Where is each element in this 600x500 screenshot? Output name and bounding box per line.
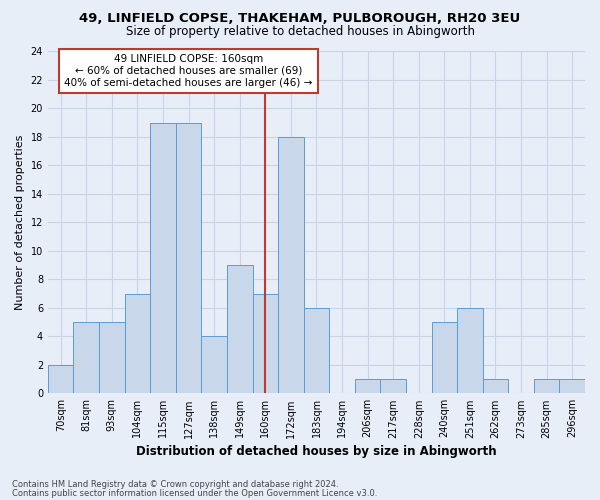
Bar — [304, 308, 329, 394]
Bar — [482, 379, 508, 394]
Bar — [278, 137, 304, 394]
Bar — [125, 294, 150, 394]
Bar — [202, 336, 227, 394]
Text: 49 LINFIELD COPSE: 160sqm
← 60% of detached houses are smaller (69)
40% of semi-: 49 LINFIELD COPSE: 160sqm ← 60% of detac… — [64, 54, 313, 88]
Bar — [559, 379, 585, 394]
Bar — [73, 322, 99, 394]
Bar — [176, 122, 202, 394]
Text: 49, LINFIELD COPSE, THAKEHAM, PULBOROUGH, RH20 3EU: 49, LINFIELD COPSE, THAKEHAM, PULBOROUGH… — [79, 12, 521, 26]
Text: Contains HM Land Registry data © Crown copyright and database right 2024.: Contains HM Land Registry data © Crown c… — [12, 480, 338, 489]
Bar — [431, 322, 457, 394]
Bar — [227, 265, 253, 394]
X-axis label: Distribution of detached houses by size in Abingworth: Distribution of detached houses by size … — [136, 444, 497, 458]
Bar — [355, 379, 380, 394]
Bar — [534, 379, 559, 394]
Bar — [253, 294, 278, 394]
Bar — [99, 322, 125, 394]
Bar — [150, 122, 176, 394]
Text: Contains public sector information licensed under the Open Government Licence v3: Contains public sector information licen… — [12, 488, 377, 498]
Text: Size of property relative to detached houses in Abingworth: Size of property relative to detached ho… — [125, 25, 475, 38]
Bar — [380, 379, 406, 394]
Y-axis label: Number of detached properties: Number of detached properties — [15, 134, 25, 310]
Bar — [457, 308, 482, 394]
Bar — [48, 365, 73, 394]
